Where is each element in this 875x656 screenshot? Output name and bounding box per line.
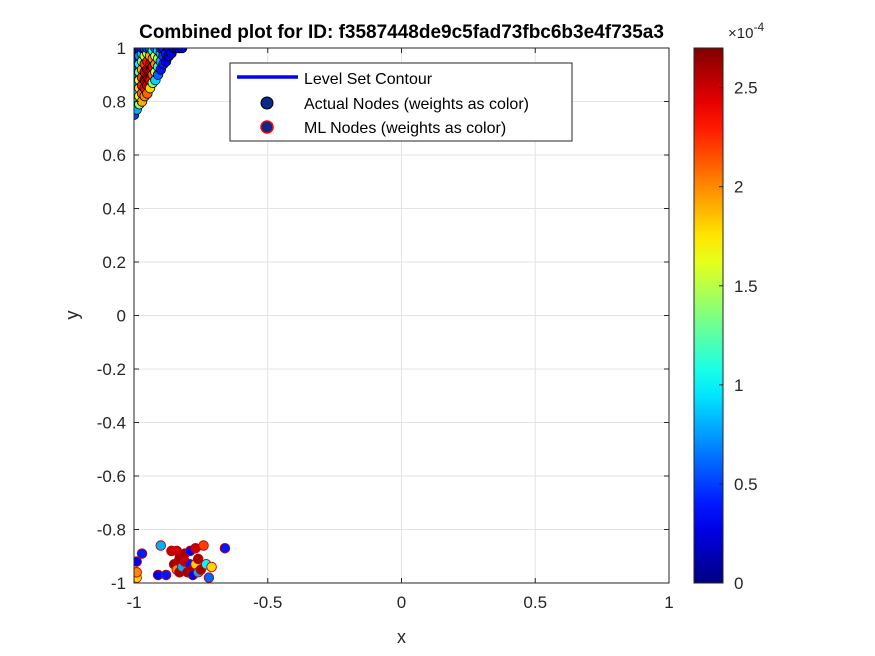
colorbar-gradient [694, 48, 723, 583]
colorbar-tick-label: 2 [734, 178, 743, 197]
x-tick-label: -1 [126, 593, 141, 612]
y-tick-label: 0.4 [102, 200, 126, 219]
colorbar-ticks: 0 0.5 1 1.5 2 2.5 [719, 79, 758, 593]
ml-node-point [192, 553, 204, 565]
ml-node-point [198, 540, 209, 551]
y-tick-label: -0.2 [97, 360, 126, 379]
colorbar: 0 0.5 1 1.5 2 2.5 ×10-4 [693, 20, 764, 593]
colorbar-tick-label: 1 [734, 376, 743, 395]
colorbar-tick-label: 0 [734, 574, 743, 593]
x-tick-label: 0.5 [523, 593, 547, 612]
legend-item-actual-nodes: Actual Nodes (weights as color) [304, 96, 529, 113]
legend-actual-marker [260, 96, 274, 110]
ml-node-point [206, 561, 217, 573]
data-points [134, 48, 231, 583]
x-tick-label: -0.5 [253, 593, 282, 612]
y-tick-label: 0.8 [102, 93, 126, 112]
ml-node-point [136, 548, 148, 559]
x-tick-label: 1 [664, 593, 673, 612]
axis-ticks: -1 -0.5 0 0.5 1 -1 -0.8 -0.6 -0.4 -0.2 0 0.2 0.4 0.6 0… [97, 39, 674, 612]
y-tick-label: 0.6 [102, 146, 126, 165]
colorbar-tick-label: 0.5 [734, 475, 758, 494]
ml-node-point [219, 542, 231, 554]
legend-item-level-set: Level Set Contour [304, 71, 433, 88]
chart-title: Combined plot for ID: f3587448de9c5fad73… [139, 22, 664, 43]
y-tick-label: 0 [117, 307, 126, 326]
colorbar-tick-label: 1.5 [734, 277, 758, 296]
y-tick-label: -0.4 [97, 414, 126, 433]
colorbar-exponent: ×10-4 [728, 20, 764, 42]
y-tick-label: -0.6 [97, 467, 126, 486]
ml-node-point [160, 569, 172, 581]
ml-node-point [134, 567, 142, 578]
legend-ml-marker [260, 120, 274, 134]
colorbar-box [693, 47, 724, 584]
y-tick-label: -1 [111, 574, 126, 593]
legend-item-ml-nodes: ML Nodes (weights as color) [304, 120, 506, 137]
x-tick-label: 0 [397, 593, 406, 612]
y-axis-label: y [62, 311, 82, 320]
y-tick-label: 0.2 [102, 253, 126, 272]
ml-node-point [134, 556, 142, 567]
ml-node-point [203, 572, 215, 583]
y-tick-label: 1 [117, 39, 126, 58]
legend: Level Set Contour Actual Nodes (weights … [229, 62, 573, 142]
colorbar-exponent-base: ×10 [728, 25, 753, 42]
x-axis-label: x [397, 627, 406, 647]
colorbar-exponent-power: -4 [753, 20, 764, 34]
colorbar-tick-label: 2.5 [734, 79, 758, 98]
ml-node-point [155, 540, 166, 551]
y-tick-label: -0.8 [97, 521, 126, 540]
